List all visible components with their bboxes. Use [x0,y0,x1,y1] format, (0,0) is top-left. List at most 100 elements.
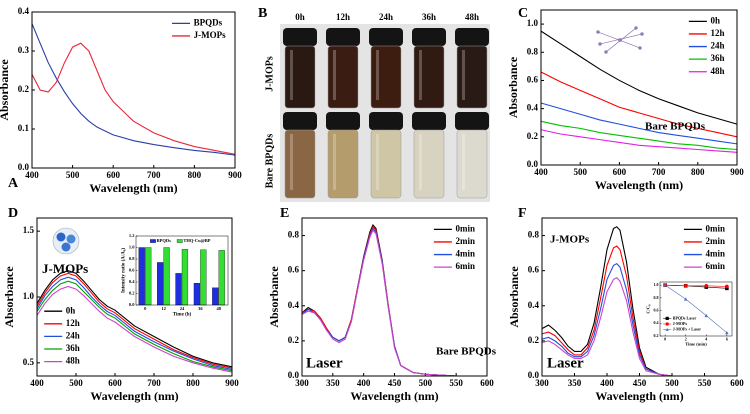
legend-label: 24h [710,41,724,51]
vial-body [327,45,359,109]
vial-body [413,129,445,199]
x-tick-label: 500 [66,170,80,180]
x-tick-label: 48 [217,306,222,311]
panel-letter: E [280,206,289,221]
x-tick-label: 550 [449,378,463,388]
series-line [541,262,737,377]
annotation: Bare BPQDs [436,346,497,358]
y-tick-label: 0.6 [527,75,539,85]
point [683,297,688,301]
vial-body [327,129,359,199]
vial-highlight [462,50,465,100]
y-tick-label: 0.5 [23,357,35,367]
y-tick-label: 0.2 [654,333,659,338]
x-tick-label: 600 [613,167,627,177]
x-tick-label: 400 [25,170,39,180]
legend-marker [665,322,669,326]
legend-swatch [176,239,183,243]
legend-label: THQ-Cu@BP [183,238,210,243]
plot-frame [135,235,229,306]
legend-label: J-MOPs [194,30,226,40]
y-axis-label: Absorbance [0,59,11,121]
series-line [664,284,728,334]
photo-column-label: 0h [295,12,305,22]
vial-cap [283,28,317,46]
vial-cap [455,28,489,46]
panel-letter: D [8,206,18,221]
x-axis-label: Time (h) [173,313,192,318]
x-tick-label: 400 [600,378,614,388]
x-axis-label: Wavelength (nm) [350,389,438,403]
y-axis-label: C/C₀ [646,304,651,314]
y-tick-label: 0.6 [288,265,300,275]
x-tick-label: 500 [69,378,83,388]
series-line [540,71,738,138]
y-tick-label: 1.0 [23,291,35,301]
legend-label: 2min [706,236,726,246]
x-tick-label: 800 [188,170,202,180]
series-line [36,270,233,368]
point [704,284,709,288]
y-tick-label: 0.4 [288,300,300,310]
bar [193,282,201,306]
legend-label: 2min [456,236,476,246]
y-tick-label: 0.4 [18,6,30,16]
molecule-icon [596,26,644,54]
vial-highlight [290,50,293,100]
x-axis-label: Wavelength (nm) [595,389,683,403]
plot-frame [541,217,738,377]
y-axis-label: Absorbance [267,266,281,328]
y-tick-label: 0.0 [527,159,539,169]
vial-cap [455,112,489,130]
y-tick-label: 1.2 [129,233,135,238]
series-line [36,285,233,373]
vial-body [370,45,402,109]
vial-cap [412,112,446,130]
vial-cap [369,112,403,130]
bar [175,273,182,306]
bar [181,249,189,306]
vial-highlight [376,134,379,190]
vial-highlight [419,50,422,100]
legend-label: 48h [66,356,80,366]
legend-label: 0min [456,223,476,233]
x-axis-label: Wavelength (nm) [89,181,177,195]
series-line [31,23,236,156]
y-axis-label: Absorbance [2,266,16,328]
y-tick-label: 0.0 [129,302,135,307]
series-line [540,120,738,151]
legend-label: 6min [706,261,726,271]
point [704,313,709,318]
series-line [540,30,738,125]
y-tick-label: 0.8 [528,230,540,240]
plot-frame [540,9,738,166]
y-tick-label: 0.8 [129,256,135,261]
series-line [665,284,727,287]
legend-label: BPQDs [157,238,172,243]
y-tick-label: 0.8 [288,230,300,240]
series-line [541,226,737,377]
bar [157,262,164,306]
legend-label: 36h [66,343,80,353]
vial-cap [326,112,360,130]
annotation: J-MOPs [550,234,590,246]
photo-column-label: 48h [465,12,479,22]
y-tick-label: 0.6 [129,268,135,273]
y-tick-label: 0.6 [528,265,540,275]
y-tick-label: 0.2 [288,335,300,345]
photo-column-label: 12h [336,12,350,22]
panel-letter: C [518,6,528,21]
plot-frame [659,281,733,337]
vial-body [413,45,445,109]
legend-label: 24h [66,330,80,340]
x-tick-label: 400 [534,167,548,177]
vial-highlight [462,134,465,190]
y-axis-label: Absorbance [507,266,521,328]
y-tick-label: 0.8 [527,46,539,56]
legend-label: BPQDs [194,17,223,27]
x-tick-label: 500 [573,167,587,177]
series-line [36,272,233,369]
x-tick-label: 600 [730,378,744,388]
